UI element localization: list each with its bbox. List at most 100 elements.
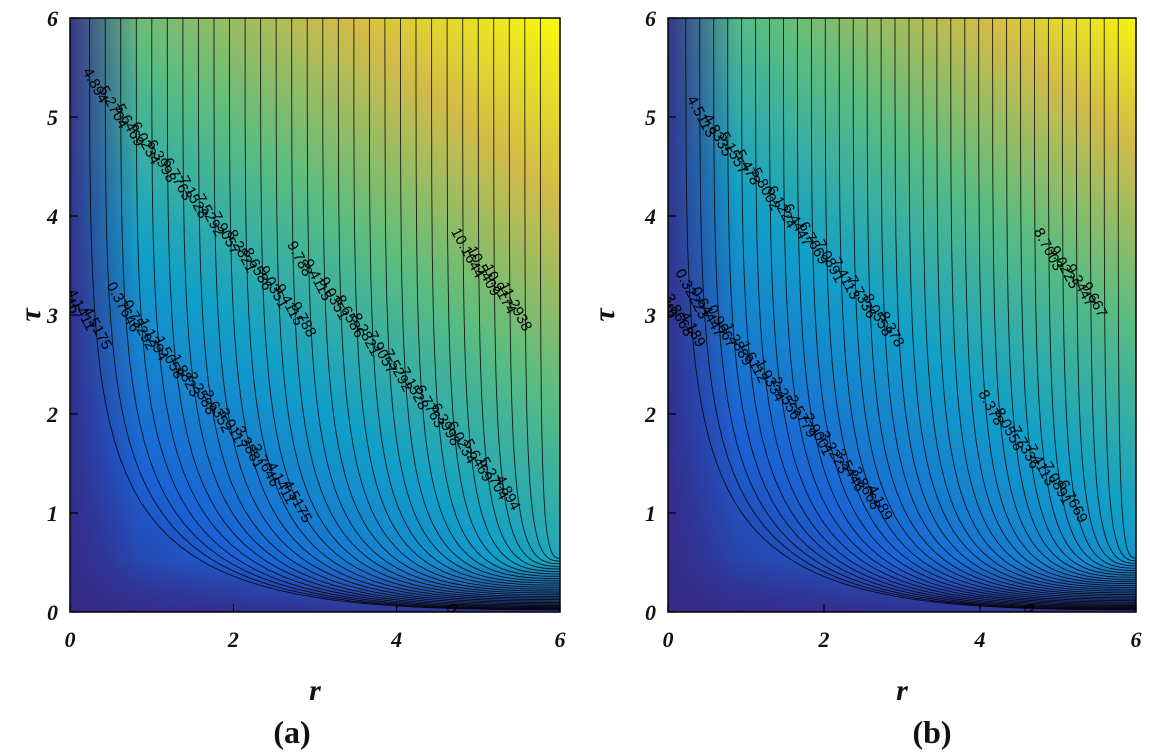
contour-label: 2.5779: [596, 219, 633, 268]
y-tick-label: 1: [645, 501, 656, 526]
contour-line: [992, 18, 1136, 580]
contour-line: [353, 18, 560, 588]
y-tick-label: 3: [644, 303, 656, 328]
contour-line: [755, 18, 1136, 607]
contour-line: [769, 18, 1136, 606]
contour-label: 1.9334: [564, 183, 601, 232]
contour-label: 1.8823: [0, 178, 3, 227]
contour-line: [936, 18, 1136, 588]
contour-line: [431, 18, 560, 577]
contour-line: [306, 18, 560, 594]
panel-label-a: (a): [273, 714, 310, 750]
contour-line: [880, 18, 1136, 596]
contour-line: [337, 18, 560, 590]
contour-line: [151, 18, 560, 608]
y-tick-label: 1: [47, 501, 58, 526]
contour-line: [539, 18, 560, 559]
y-axis-label-a: τ: [14, 307, 47, 322]
contour-line: [796, 18, 1136, 604]
x-tick-label: 0: [663, 627, 674, 652]
contour-line: [727, 18, 1136, 609]
contour-line: [1006, 18, 1136, 578]
contour-line: [508, 18, 560, 565]
contour-line: [713, 18, 1136, 610]
contour-line: [685, 18, 1136, 611]
y-tick-label: 2: [46, 402, 58, 427]
contour-line: [699, 18, 1136, 610]
contour-line: [783, 18, 1136, 605]
contour-label: 2.2588: [0, 196, 19, 245]
contour-line: [1034, 18, 1136, 574]
contour-line: [462, 18, 560, 572]
x-axis-label-a: r: [309, 674, 321, 707]
contour-lines-a: [89, 18, 560, 611]
contour-line: [244, 18, 560, 601]
contour-line: [322, 18, 560, 592]
contour-line: [446, 18, 560, 575]
x-tick-label: 4: [390, 627, 402, 652]
contour-line: [1075, 18, 1136, 567]
contour-line: [964, 18, 1136, 585]
y-tick-label: 5: [47, 105, 58, 130]
axis-ticks-a: 0 2 4 6 0 1 2 3 4 5 6: [46, 6, 566, 652]
y-tick-label: 0: [47, 600, 58, 625]
contour-line: [1117, 18, 1136, 559]
contour-label: 2.6352: [0, 214, 35, 263]
x-tick-label: 4: [974, 627, 986, 652]
contour-line: [291, 18, 560, 596]
contour-line: [368, 18, 560, 586]
contour-line: [135, 18, 560, 609]
contour-line: [922, 18, 1136, 590]
y-tick-label: 4: [644, 204, 656, 229]
contour-line: [950, 18, 1136, 587]
x-axis-label-b: r: [896, 674, 908, 707]
contour-line: [1020, 18, 1136, 576]
contour-line: [1089, 18, 1136, 564]
contour-line: [400, 18, 560, 582]
y-tick-label: 4: [46, 204, 58, 229]
contour-line: [1103, 18, 1136, 562]
contour-line: [229, 18, 560, 602]
colormap-field-b: [668, 18, 1136, 612]
panel-label-b: (b): [912, 714, 951, 750]
contour-line: [182, 18, 560, 606]
y-tick-label: 6: [47, 6, 58, 31]
contour-line: [810, 18, 1136, 603]
contour-line: [104, 18, 560, 610]
contour-line: [477, 18, 560, 570]
contour-lines-b: [685, 18, 1136, 611]
panel-b: 0.322230.644470.96671.28891.61121.93342.…: [564, 6, 1142, 750]
contour-line: [978, 18, 1136, 583]
x-tick-label: 2: [227, 627, 239, 652]
contour-line: [493, 18, 560, 567]
contour-line: [89, 18, 560, 611]
contour-line: [197, 18, 560, 605]
panel-a: 0.376460.752921.12941.50581.88232.25882.…: [0, 6, 566, 750]
contour-line: [524, 18, 560, 562]
x-tick-label: 2: [818, 627, 830, 652]
contour-line: [741, 18, 1136, 608]
contour-label: 2.2556: [580, 201, 617, 250]
contour-line: [415, 18, 560, 580]
y-tick-label: 2: [644, 402, 656, 427]
y-tick-label: 3: [46, 303, 58, 328]
x-tick-label: 6: [1131, 627, 1142, 652]
y-tick-label: 5: [645, 105, 656, 130]
contour-line: [852, 18, 1136, 599]
contour-line: [894, 18, 1136, 594]
contour-label: 2.9001: [612, 237, 649, 286]
contour-line: [260, 18, 560, 599]
y-tick-label: 6: [645, 6, 656, 31]
contour-line: [908, 18, 1136, 592]
contour-label: 3.0117: [15, 232, 51, 280]
contour-line: [866, 18, 1136, 597]
contour-line: [1047, 18, 1136, 571]
contour-line: [275, 18, 560, 597]
y-tick-label: 0: [645, 600, 656, 625]
contour-label: 3.3881: [31, 250, 68, 299]
contour-line: [213, 18, 560, 603]
x-tick-label: 0: [65, 627, 76, 652]
x-tick-label: 6: [555, 627, 566, 652]
contour-line: [838, 18, 1136, 600]
